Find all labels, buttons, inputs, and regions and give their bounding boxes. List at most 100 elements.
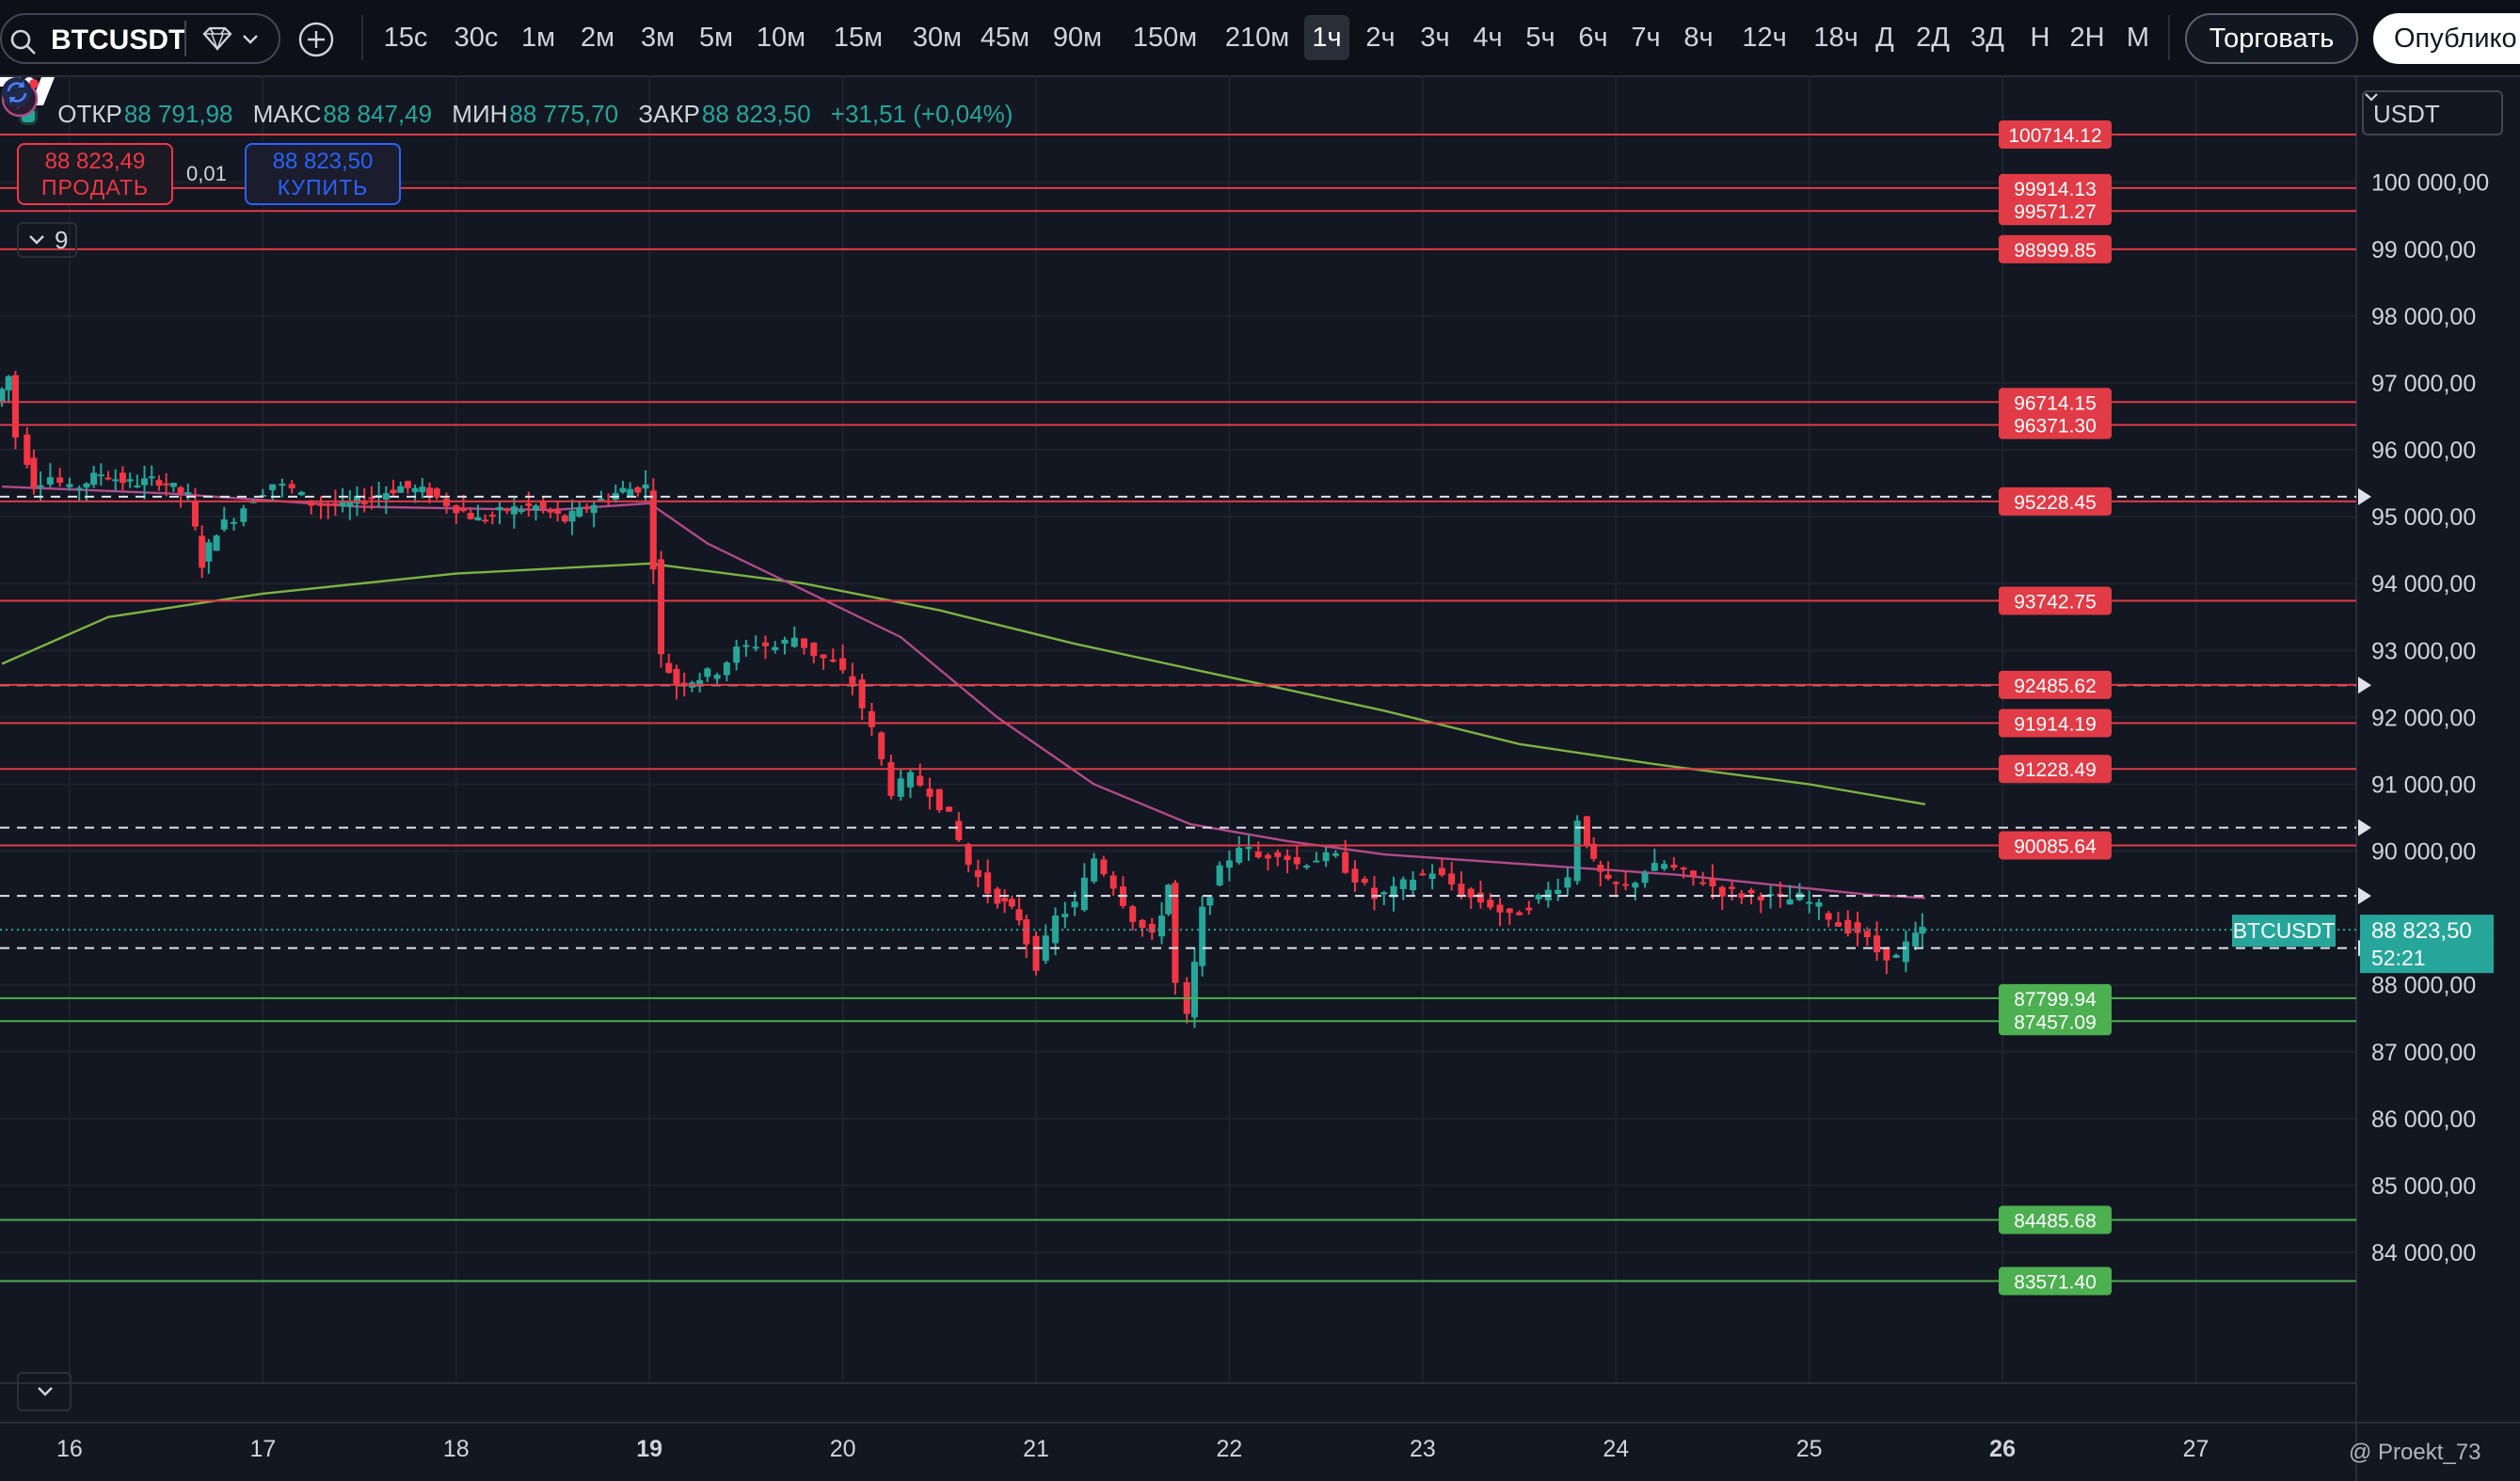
interval-19[interactable]: 6ч (1578, 23, 1608, 53)
candle-body (104, 477, 112, 480)
interval-24[interactable]: Д (1875, 23, 1894, 53)
interval-2[interactable]: 30с (454, 23, 499, 53)
publish-button[interactable]: Опублико (2373, 13, 2520, 64)
interval-23[interactable]: 18ч (1813, 23, 1858, 53)
candle-body (733, 646, 741, 663)
candle-body (1632, 883, 1639, 888)
candle-body (1892, 954, 1900, 958)
resistance-level-label: 93742.75 (2014, 592, 2097, 613)
candle-body (213, 535, 220, 551)
candle-body (269, 484, 277, 490)
interval-12[interactable]: 150м (1132, 23, 1198, 53)
candle-body (459, 507, 467, 512)
interval-1[interactable]: 15с (383, 23, 428, 53)
interval-7[interactable]: 10м (756, 23, 806, 53)
candle-body (297, 491, 305, 496)
candle-body (518, 510, 525, 513)
interval-14[interactable]: 1ч (1304, 15, 1349, 60)
candle-body (801, 638, 808, 648)
interval-3[interactable]: 1м (520, 23, 556, 53)
interval-10[interactable]: 45м (980, 23, 1030, 53)
resistance-level-label-bg (1999, 388, 2112, 417)
candle-body (1091, 858, 1098, 882)
candle-body (411, 487, 419, 492)
support-level-label: 87457.09 (2014, 1011, 2097, 1033)
interval-16[interactable]: 3ч (1420, 23, 1450, 53)
chart-pane[interactable]: 100714.12 99914.13 99571.27 98999.85 96714.1… (0, 75, 2520, 1481)
symbol-divider (184, 21, 186, 56)
interval-18[interactable]: 5ч (1525, 23, 1555, 53)
candle-body (5, 375, 12, 390)
candle-body (1825, 913, 1832, 920)
candle-body (781, 639, 789, 645)
interval-15[interactable]: 2ч (1365, 23, 1396, 53)
support-level-label-bg (1999, 1266, 2112, 1296)
interval-20[interactable]: 7ч (1631, 23, 1661, 53)
candle-body (503, 508, 511, 512)
interval-4[interactable]: 2м (580, 23, 615, 53)
interval-28[interactable]: 2Н (2069, 23, 2105, 53)
candle-body (199, 535, 206, 568)
interval-22[interactable]: 12ч (1742, 23, 1787, 53)
candle-body (1245, 847, 1252, 850)
candle-body (1332, 852, 1339, 856)
resistance-level-label-bg (1999, 831, 2112, 860)
candle-body (1883, 947, 1890, 961)
candle-body (360, 502, 368, 504)
change-value: +31,51 (+0,04%) (830, 100, 1013, 128)
interval-6[interactable]: 5м (698, 23, 734, 53)
indicators-toggle[interactable]: 9 (17, 222, 77, 258)
top-toolbar: BTCUSDT 15с 30с 1м 2м 3м 5м 10м 15м 30м 45м 90м 150… (0, 0, 2520, 77)
candle-body (696, 679, 704, 685)
interval-9[interactable]: 30м (912, 23, 963, 53)
candle-body (926, 788, 933, 797)
candle-body (1303, 866, 1311, 868)
interval-21[interactable]: 8ч (1683, 23, 1714, 53)
sell-button[interactable]: 88 823,49 ПРОДАТЬ (17, 143, 173, 205)
interval-8[interactable]: 15м (833, 23, 884, 53)
candle-body (1293, 856, 1300, 865)
chevron-down-icon[interactable] (241, 30, 260, 49)
gem-icon[interactable] (201, 26, 233, 51)
interval-25[interactable]: 2Д (1916, 23, 1950, 53)
candle-body (955, 820, 963, 841)
time-axis-label: 21 (1023, 1436, 1049, 1462)
candle-body (1216, 865, 1223, 886)
candle-body (426, 487, 434, 498)
interval-29[interactable]: М (2126, 23, 2150, 53)
time-axis-label: 25 (1796, 1436, 1823, 1462)
candle-body (66, 484, 73, 487)
interval-27[interactable]: Н (2030, 23, 2050, 53)
support-level-label: 84485.68 (2014, 1210, 2097, 1232)
candle-body (1863, 931, 1871, 938)
interval-13[interactable]: 210м (1224, 23, 1290, 53)
candle-body (1738, 893, 1746, 899)
alert-marker (2358, 677, 2371, 694)
interval-5[interactable]: 3м (640, 23, 676, 53)
symbol-search-button[interactable]: BTCUSDT (0, 13, 280, 64)
resistance-level-label-bg (1999, 410, 2112, 439)
interval-17[interactable]: 4ч (1473, 23, 1503, 53)
candle-body (496, 506, 503, 511)
candle-body (317, 503, 325, 506)
candle-body (1206, 897, 1214, 906)
candle-body (673, 668, 680, 686)
currency-select[interactable]: USDT (2362, 90, 2503, 135)
candle-body (308, 500, 315, 506)
interval-11[interactable]: 90м (1052, 23, 1103, 53)
candle-body (1313, 860, 1320, 863)
collapse-panel-button[interactable] (17, 1372, 72, 1411)
candle-body (177, 486, 184, 494)
candle-body (24, 434, 31, 466)
time-axis-label: 27 (2183, 1436, 2209, 1462)
sync-icon[interactable] (0, 75, 34, 109)
trade-button[interactable]: Торговать (2185, 13, 2358, 64)
interval-26[interactable]: 3Д (1970, 23, 2004, 53)
candle-body (1274, 852, 1282, 857)
buy-button[interactable]: 88 823,50 КУПИТЬ (245, 143, 401, 205)
resistance-level-label: 99914.13 (2014, 179, 2097, 200)
candle-body (1661, 864, 1668, 869)
candle-body (1139, 919, 1146, 929)
compare-add-icon[interactable] (297, 21, 335, 58)
